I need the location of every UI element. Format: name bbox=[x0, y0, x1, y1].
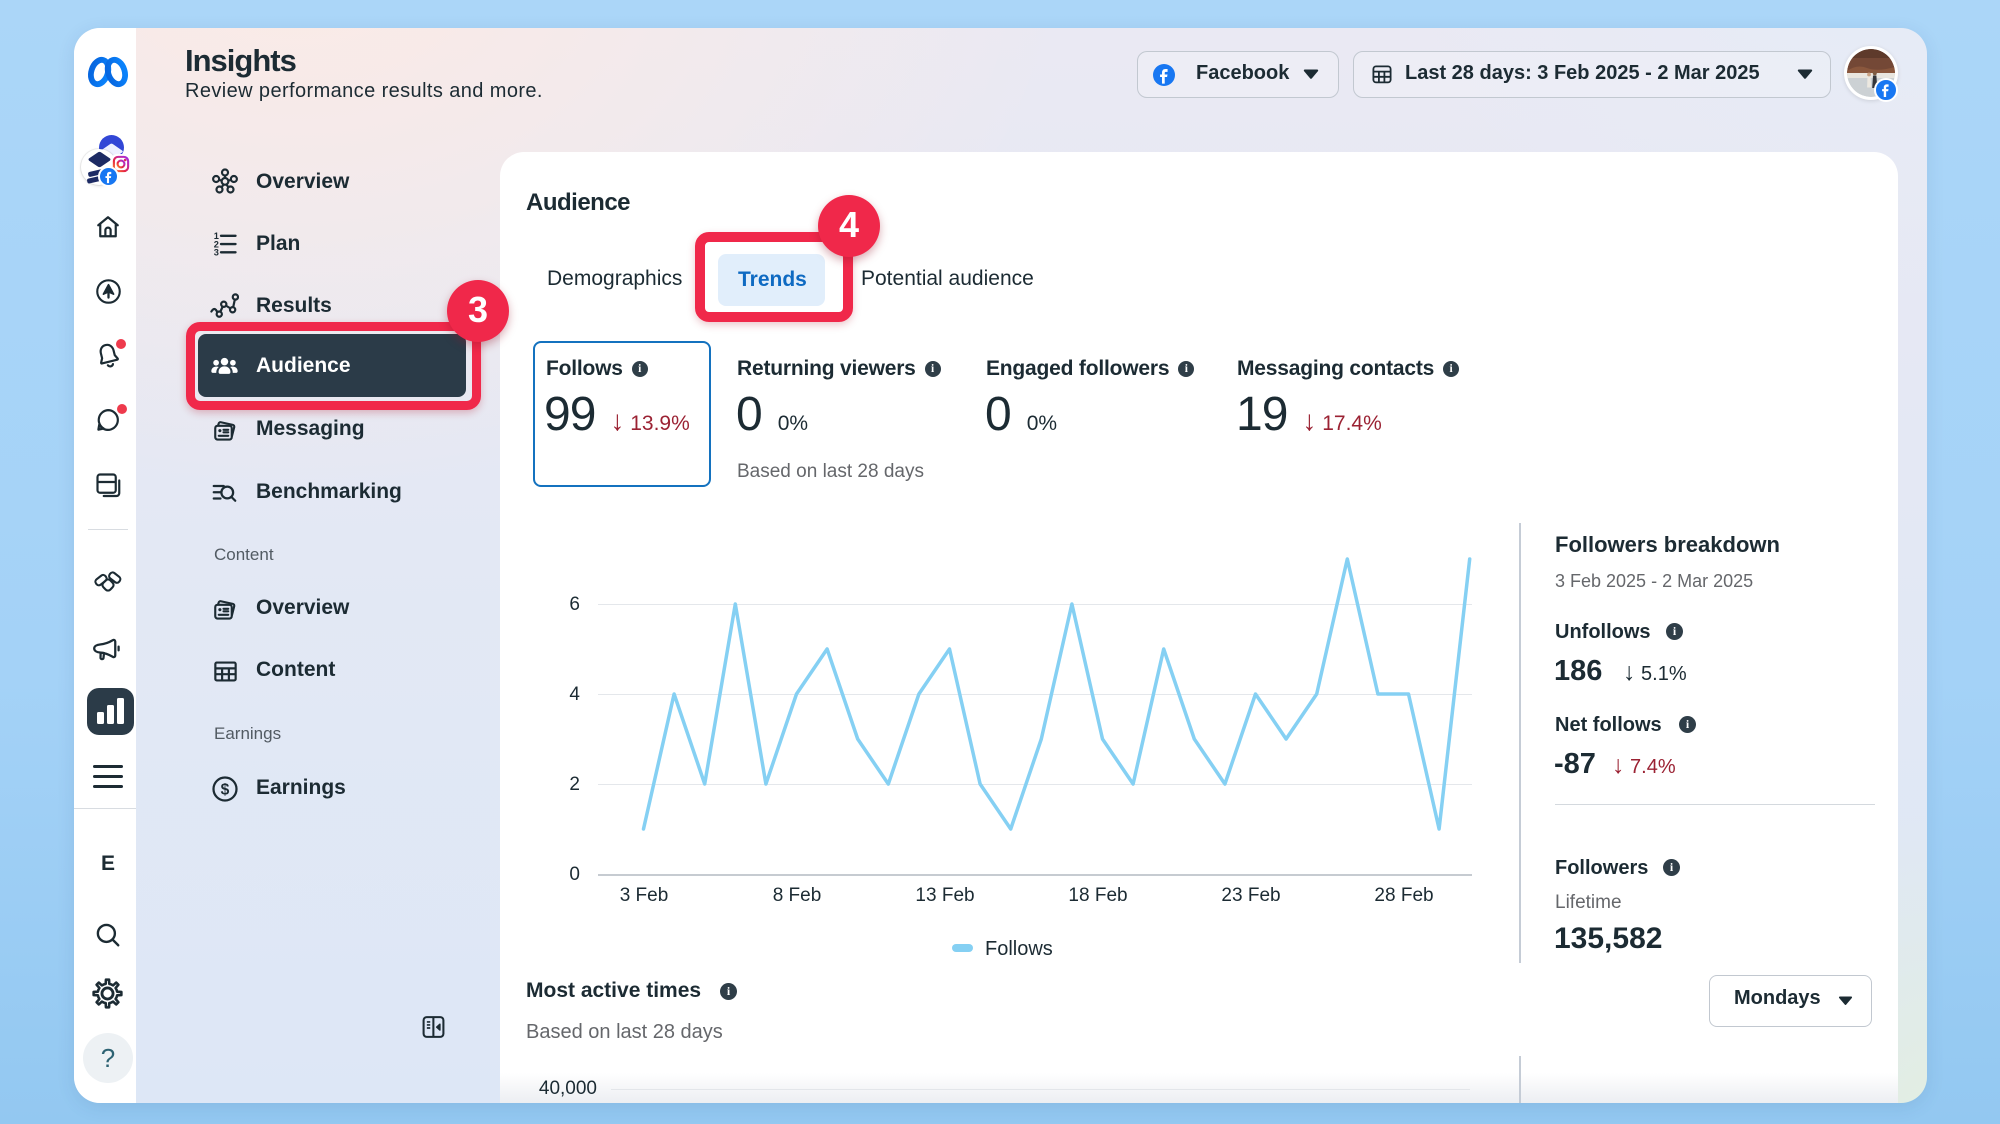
svg-text:$: $ bbox=[221, 782, 230, 799]
svg-text:3: 3 bbox=[214, 248, 219, 258]
svg-text:1: 1 bbox=[214, 231, 219, 241]
svg-text:2: 2 bbox=[214, 239, 219, 249]
